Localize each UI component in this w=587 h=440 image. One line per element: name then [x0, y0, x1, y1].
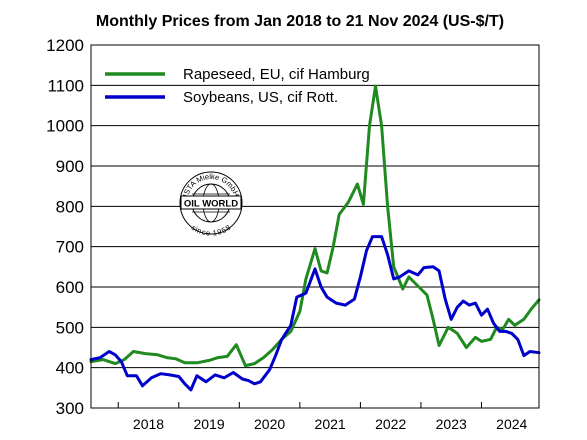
- legend: Rapeseed, EU, cif Hamburg Soybeans, US, c…: [105, 66, 370, 106]
- y-tick-label: 700: [56, 238, 84, 257]
- x-tick-label: 2023: [436, 416, 467, 432]
- y-tick-label: 500: [56, 318, 84, 337]
- logo-main-text: OIL WORLD: [184, 199, 238, 210]
- series-lines: [89, 84, 541, 392]
- logo-banner: [180, 195, 242, 210]
- x-axis-ticks: 2018 2019 2020 2021 2022 2023 2024: [117, 402, 528, 432]
- y-tick-label: 1200: [46, 36, 84, 55]
- y-tick-label: 900: [56, 157, 84, 176]
- y-tick-label: 400: [56, 359, 84, 378]
- plot-frame: [90, 44, 540, 409]
- oil-world-logo: ISTA Mielke GmbH OIL WORLD since 1958: [179, 171, 243, 238]
- x-tick-label: 2019: [193, 416, 224, 432]
- x-tick-label: 2018: [133, 416, 164, 432]
- series-line-1: [89, 235, 541, 392]
- x-tick-label: 2024: [496, 416, 527, 432]
- x-tick-label: 2022: [375, 416, 406, 432]
- y-axis-ticks: 1200 1100 1000 900 800 700 600 500 400 300: [46, 36, 84, 418]
- y-tick-label: 1100: [47, 76, 84, 95]
- y-tick-label: 800: [56, 197, 84, 216]
- legend-label-0: Rapeseed, EU, cif Hamburg: [183, 66, 370, 83]
- x-tick-label: 2020: [254, 416, 285, 432]
- y-tick-label: 1000: [46, 117, 84, 136]
- series-line-0: [89, 84, 541, 368]
- chart-title: Monthly Prices from Jan 2018 to 21 Nov 2…: [96, 13, 504, 30]
- y-tick-label: 300: [56, 399, 84, 418]
- y-tick-label: 600: [56, 278, 84, 297]
- x-tick-label: 2021: [315, 416, 346, 432]
- legend-label-1: Soybeans, US, cif Rott.: [183, 89, 338, 106]
